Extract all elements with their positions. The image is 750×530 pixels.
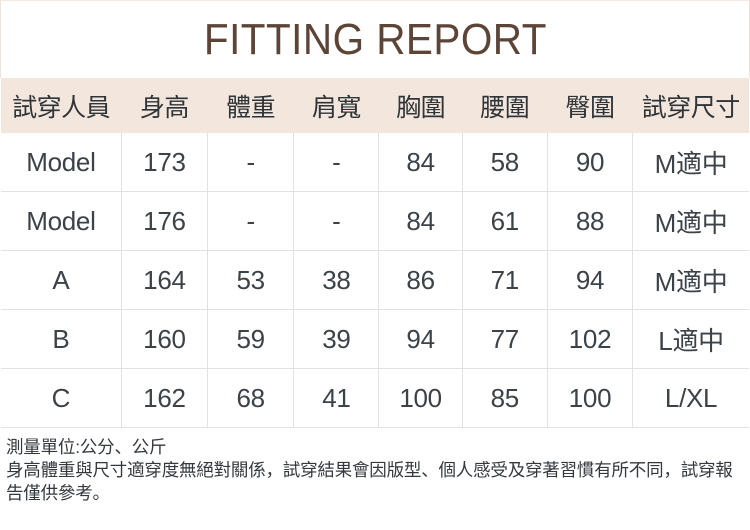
column-header-weight: 體重 bbox=[207, 78, 294, 133]
cell-waist: 71 bbox=[462, 250, 548, 310]
measurement-unit-note: 測量單位:公分、公斤 bbox=[6, 437, 167, 457]
cell-hip: 102 bbox=[547, 309, 634, 369]
cell-waist: 61 bbox=[462, 191, 548, 251]
footer-notes: 測量單位:公分、公斤 身高體重與尺寸適穿度無絕對關係，試穿結果會因版型、個人感受… bbox=[0, 428, 750, 505]
cell-person: Model bbox=[1, 191, 122, 251]
cell-person: B bbox=[1, 309, 122, 369]
column-header-hip: 臀圍 bbox=[547, 78, 633, 133]
column-header-size: 試穿尺寸 bbox=[632, 78, 749, 133]
cell-bust: 84 bbox=[378, 133, 463, 192]
cell-person: A bbox=[1, 250, 122, 310]
cell-hip: 90 bbox=[547, 133, 634, 192]
cell-weight: 53 bbox=[207, 250, 295, 310]
cell-size: M適中 bbox=[632, 191, 749, 251]
cell-height: 173 bbox=[121, 133, 209, 192]
table-header: 試穿人員 身高 體重 肩寬 胸圍 腰圍 臀圍 試穿尺寸 bbox=[1, 78, 749, 133]
cell-bust: 100 bbox=[378, 368, 463, 428]
table-body: Model 173 - - 84 58 90 M適中 Model 176 - -… bbox=[1, 133, 749, 428]
page-title: FITTING REPORT bbox=[203, 14, 547, 64]
cell-shoulder: 39 bbox=[293, 309, 380, 369]
cell-height: 164 bbox=[121, 250, 209, 310]
table-row: Model 173 - - 84 58 90 M適中 bbox=[1, 133, 749, 192]
cell-person: Model bbox=[1, 133, 122, 192]
title-band: FITTING REPORT bbox=[0, 0, 750, 78]
column-header-bust: 胸圍 bbox=[378, 78, 463, 133]
fitting-report-table: 試穿人員 身高 體重 肩寬 胸圍 腰圍 臀圍 試穿尺寸 Model 173 - … bbox=[1, 78, 749, 428]
cell-person: C bbox=[1, 368, 122, 428]
column-header-waist: 腰圍 bbox=[462, 78, 548, 133]
cell-weight: - bbox=[207, 191, 295, 251]
cell-bust: 86 bbox=[378, 250, 463, 310]
cell-size: L/XL bbox=[632, 368, 749, 428]
cell-bust: 84 bbox=[378, 191, 463, 251]
cell-height: 176 bbox=[121, 191, 209, 251]
cell-size: M適中 bbox=[632, 133, 749, 192]
cell-waist: 85 bbox=[462, 368, 548, 428]
cell-shoulder: 38 bbox=[293, 250, 380, 310]
cell-shoulder: 41 bbox=[293, 368, 380, 428]
cell-shoulder: - bbox=[293, 133, 380, 192]
cell-shoulder: - bbox=[293, 191, 380, 251]
cell-bust: 94 bbox=[378, 309, 463, 369]
cell-weight: - bbox=[207, 133, 295, 192]
column-header-person: 試穿人員 bbox=[1, 78, 122, 133]
table-header-row: 試穿人員 身高 體重 肩寬 胸圍 腰圍 臀圍 試穿尺寸 bbox=[1, 78, 749, 133]
cell-hip: 100 bbox=[547, 368, 634, 428]
cell-hip: 94 bbox=[547, 250, 634, 310]
fit-disclaimer-note: 身高體重與尺寸適穿度無絕對關係，試穿結果會因版型、個人感受及穿著習慣有所不同，試… bbox=[6, 460, 733, 504]
table-row: Model 176 - - 84 61 88 M適中 bbox=[1, 191, 749, 251]
cell-waist: 58 bbox=[462, 133, 548, 192]
cell-size: M適中 bbox=[632, 250, 749, 310]
table-row: C 162 68 41 100 85 100 L/XL bbox=[1, 368, 749, 428]
cell-weight: 68 bbox=[207, 368, 295, 428]
cell-hip: 88 bbox=[547, 191, 634, 251]
cell-size: L適中 bbox=[632, 309, 749, 369]
table-row: A 164 53 38 86 71 94 M適中 bbox=[1, 250, 749, 310]
cell-height: 162 bbox=[121, 368, 209, 428]
cell-weight: 59 bbox=[207, 309, 295, 369]
column-header-height: 身高 bbox=[121, 78, 208, 133]
table-row: B 160 59 39 94 77 102 L適中 bbox=[1, 309, 749, 369]
cell-waist: 77 bbox=[462, 309, 548, 369]
cell-height: 160 bbox=[121, 309, 209, 369]
column-header-shoulder: 肩寬 bbox=[293, 78, 379, 133]
